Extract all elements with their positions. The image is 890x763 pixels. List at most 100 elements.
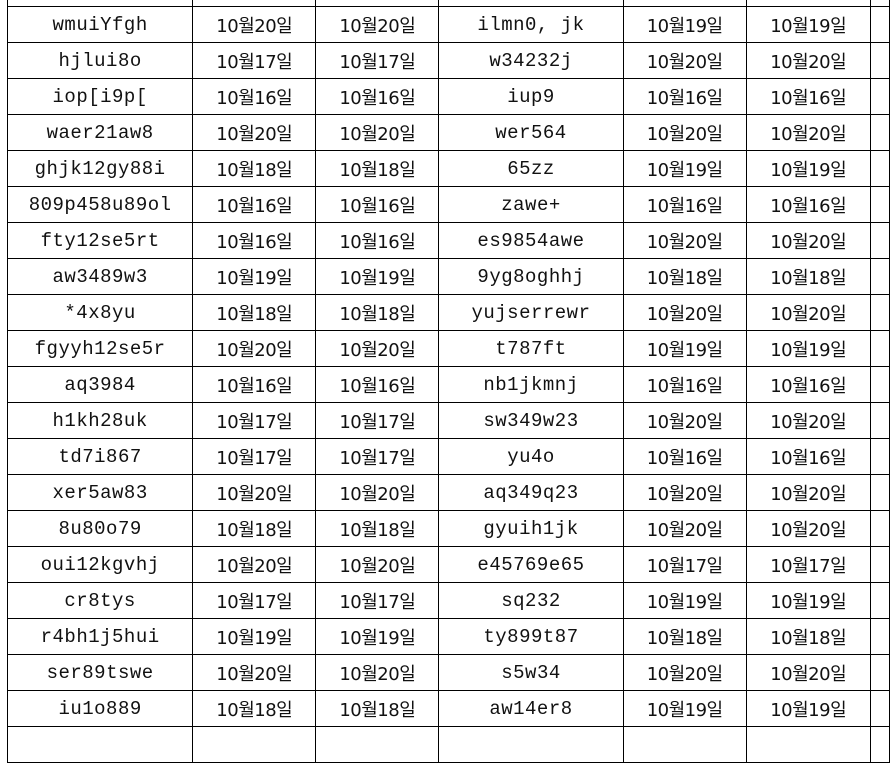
date-cell-right-a[interactable]: 10월20일	[622, 510, 747, 547]
empty-cell[interactable]	[869, 150, 890, 187]
empty-cell[interactable]	[869, 258, 890, 295]
date-cell-left-b[interactable]: 10월18일	[315, 294, 440, 331]
date-cell-left-a[interactable]: 10월20일	[192, 654, 317, 691]
date-cell-left-a[interactable]: 10월20일	[192, 474, 317, 511]
date-cell-left-b[interactable]: 10월19일	[315, 258, 440, 295]
code-cell-left[interactable]: iu1o889	[6, 690, 194, 727]
date-cell-left-b[interactable]: 10월20일	[315, 654, 440, 691]
code-cell-right[interactable]: t787ft	[438, 330, 624, 367]
date-cell-left-b[interactable]: 10월16일	[315, 186, 440, 223]
empty-cell[interactable]	[438, 726, 624, 763]
empty-cell[interactable]	[869, 114, 890, 151]
code-cell-left[interactable]: waer21aw8	[6, 114, 194, 151]
empty-cell[interactable]	[869, 438, 890, 475]
date-cell-right-b[interactable]: 10월18일	[745, 258, 871, 295]
empty-cell[interactable]	[6, 726, 194, 763]
date-cell-right-a[interactable]: 10월19일	[622, 330, 747, 367]
date-cell-right-a[interactable]: 10월19일	[622, 150, 747, 187]
date-cell-left-b[interactable]: 10월18일	[315, 510, 440, 547]
empty-cell[interactable]	[622, 726, 747, 763]
date-cell-right-a[interactable]: 10월16일	[622, 438, 747, 475]
date-cell-right-a[interactable]: 10월20일	[622, 294, 747, 331]
date-cell-right-b[interactable]: 10월20일	[745, 42, 871, 79]
empty-cell[interactable]	[315, 726, 440, 763]
date-cell-left-a[interactable]: 10월16일	[192, 366, 317, 403]
date-cell-right-b[interactable]: 10월20일	[745, 114, 871, 151]
date-cell-left-b[interactable]: 10월18일	[315, 150, 440, 187]
empty-cell[interactable]	[869, 78, 890, 115]
date-cell-left-b[interactable]: 10월17일	[315, 402, 440, 439]
empty-cell[interactable]	[869, 726, 890, 763]
date-cell-left-a[interactable]: 10월20일	[192, 114, 317, 151]
code-cell-right[interactable]: gyuih1jk	[438, 510, 624, 547]
date-cell-right-b[interactable]: 10월16일	[745, 78, 871, 115]
date-cell-left-b[interactable]: 10월16일	[315, 78, 440, 115]
date-cell-left-b[interactable]: 10월17일	[315, 438, 440, 475]
code-cell-right[interactable]: 65zz	[438, 150, 624, 187]
date-cell-right-a[interactable]: 10월16일	[622, 366, 747, 403]
code-cell-right[interactable]: ilmn0, jk	[438, 6, 624, 43]
empty-cell[interactable]	[869, 330, 890, 367]
code-cell-right[interactable]: aq349q23	[438, 474, 624, 511]
date-cell-right-a[interactable]: 10월20일	[622, 654, 747, 691]
empty-cell[interactable]	[869, 690, 890, 727]
date-cell-right-b[interactable]: 10월16일	[745, 438, 871, 475]
empty-cell[interactable]	[869, 222, 890, 259]
date-cell-right-a[interactable]: 10월19일	[622, 582, 747, 619]
code-cell-left[interactable]: oui12kgvhj	[6, 546, 194, 583]
date-cell-right-a[interactable]: 10월16일	[622, 78, 747, 115]
date-cell-left-b[interactable]: 10월19일	[315, 618, 440, 655]
date-cell-right-a[interactable]: 10월20일	[622, 474, 747, 511]
empty-cell[interactable]	[869, 510, 890, 547]
date-cell-left-a[interactable]: 10월19일	[192, 618, 317, 655]
date-cell-right-a[interactable]: 10월20일	[622, 222, 747, 259]
date-cell-left-a[interactable]: 10월18일	[192, 294, 317, 331]
code-cell-right[interactable]: s5w34	[438, 654, 624, 691]
date-cell-right-b[interactable]: 10월18일	[745, 618, 871, 655]
date-cell-right-b[interactable]: 10월16일	[745, 366, 871, 403]
date-cell-left-a[interactable]: 10월19일	[192, 258, 317, 295]
date-cell-right-a[interactable]: 10월19일	[622, 6, 747, 43]
code-cell-right[interactable]: ty899t87	[438, 618, 624, 655]
code-cell-left[interactable]: fty12se5rt	[6, 222, 194, 259]
empty-cell[interactable]	[869, 654, 890, 691]
date-cell-right-b[interactable]: 10월19일	[745, 150, 871, 187]
date-cell-right-b[interactable]: 10월20일	[745, 474, 871, 511]
empty-cell[interactable]	[869, 42, 890, 79]
date-cell-right-b[interactable]: 10월20일	[745, 510, 871, 547]
date-cell-right-b[interactable]: 10월20일	[745, 402, 871, 439]
empty-cell[interactable]	[869, 618, 890, 655]
code-cell-right[interactable]: sw349w23	[438, 402, 624, 439]
code-cell-right[interactable]: nb1jkmnj	[438, 366, 624, 403]
code-cell-left[interactable]: hjlui8o	[6, 42, 194, 79]
date-cell-right-b[interactable]: 10월20일	[745, 654, 871, 691]
date-cell-left-b[interactable]: 10월17일	[315, 42, 440, 79]
date-cell-right-a[interactable]: 10월16일	[622, 186, 747, 223]
date-cell-left-a[interactable]: 10월16일	[192, 78, 317, 115]
code-cell-left[interactable]: 8u80o79	[6, 510, 194, 547]
code-cell-right[interactable]: zawe+	[438, 186, 624, 223]
code-cell-left[interactable]: ser89tswe	[6, 654, 194, 691]
date-cell-left-a[interactable]: 10월20일	[192, 330, 317, 367]
date-cell-left-b[interactable]: 10월20일	[315, 474, 440, 511]
code-cell-right[interactable]: aw14er8	[438, 690, 624, 727]
date-cell-right-b[interactable]: 10월17일	[745, 546, 871, 583]
date-cell-right-a[interactable]: 10월20일	[622, 42, 747, 79]
code-cell-left[interactable]: xer5aw83	[6, 474, 194, 511]
code-cell-left[interactable]: wmuiYfgh	[6, 6, 194, 43]
date-cell-right-a[interactable]: 10월20일	[622, 114, 747, 151]
empty-cell[interactable]	[192, 726, 317, 763]
date-cell-left-b[interactable]: 10월20일	[315, 6, 440, 43]
date-cell-right-a[interactable]: 10월19일	[622, 690, 747, 727]
code-cell-left[interactable]: aq3984	[6, 366, 194, 403]
code-cell-right[interactable]: 9yg8oghhj	[438, 258, 624, 295]
code-cell-left[interactable]: fgyyh12se5r	[6, 330, 194, 367]
date-cell-left-a[interactable]: 10월17일	[192, 42, 317, 79]
date-cell-right-b[interactable]: 10월20일	[745, 222, 871, 259]
date-cell-right-a[interactable]: 10월18일	[622, 258, 747, 295]
code-cell-right[interactable]: es9854awe	[438, 222, 624, 259]
code-cell-left[interactable]: td7i867	[6, 438, 194, 475]
code-cell-right[interactable]: w34232j	[438, 42, 624, 79]
code-cell-right[interactable]: yu4o	[438, 438, 624, 475]
date-cell-right-b[interactable]: 10월16일	[745, 186, 871, 223]
